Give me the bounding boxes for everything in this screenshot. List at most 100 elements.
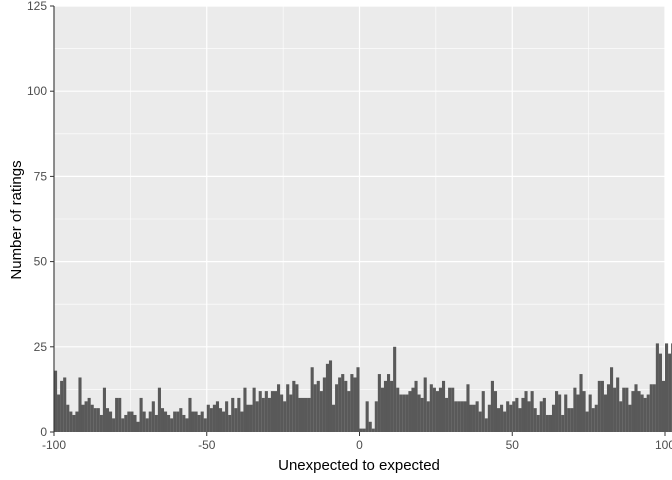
histogram-bar bbox=[307, 397, 311, 432]
x-tick-label: 100 bbox=[655, 438, 672, 452]
histogram-bar bbox=[478, 411, 482, 432]
histogram-bar bbox=[267, 397, 271, 432]
histogram-bar bbox=[139, 397, 143, 432]
histogram-bar bbox=[252, 387, 256, 432]
histogram-bar bbox=[130, 411, 134, 432]
histogram-bar bbox=[365, 401, 369, 432]
histogram-bar bbox=[665, 343, 669, 432]
histogram-bar bbox=[222, 411, 226, 432]
histogram-bar bbox=[555, 391, 559, 432]
x-axis-title: Unexpected to expected bbox=[278, 457, 440, 474]
histogram-bar bbox=[542, 397, 546, 432]
histogram-bar bbox=[655, 343, 659, 432]
histogram-bar bbox=[585, 411, 589, 432]
histogram-bar bbox=[490, 380, 494, 432]
histogram-bar bbox=[185, 418, 189, 432]
histogram-bar bbox=[414, 380, 418, 432]
histogram-bar bbox=[121, 418, 125, 432]
histogram-bar bbox=[280, 394, 284, 432]
histogram-bar bbox=[319, 391, 323, 432]
histogram-bar bbox=[383, 380, 388, 432]
histogram-bar bbox=[341, 374, 345, 432]
histogram-bar bbox=[606, 384, 611, 432]
histogram-bar bbox=[521, 397, 525, 432]
histogram-bar bbox=[173, 411, 177, 432]
histogram-bar bbox=[417, 394, 421, 432]
histogram-bar bbox=[142, 411, 146, 432]
histogram-bar bbox=[182, 414, 186, 432]
histogram-bar bbox=[243, 387, 247, 432]
histogram-bar bbox=[112, 418, 116, 432]
y-tick-label: 100 bbox=[27, 84, 47, 98]
histogram-bar bbox=[420, 397, 424, 432]
histogram-bar bbox=[246, 404, 250, 432]
histogram-bar bbox=[603, 394, 608, 432]
histogram-bar bbox=[423, 377, 427, 432]
histogram-bar bbox=[493, 391, 498, 432]
histogram-bar bbox=[206, 404, 210, 432]
histogram-bar bbox=[255, 401, 259, 432]
histogram-bar bbox=[69, 411, 73, 432]
histogram-bar bbox=[215, 401, 220, 432]
histogram-bar bbox=[338, 377, 342, 432]
histogram-bar bbox=[558, 394, 562, 432]
histogram-bar bbox=[441, 380, 446, 432]
histogram-bar bbox=[649, 384, 653, 432]
histogram-bar bbox=[469, 404, 473, 432]
histogram-bar bbox=[310, 367, 314, 432]
histogram-bar bbox=[539, 401, 543, 432]
histogram-bar bbox=[270, 391, 275, 432]
histogram-bar bbox=[234, 408, 238, 432]
histogram-bar bbox=[84, 401, 88, 432]
y-axis-title: Number of ratings bbox=[8, 160, 25, 279]
histogram-bar bbox=[536, 414, 540, 432]
histogram-bar bbox=[335, 384, 339, 432]
histogram-bar bbox=[637, 391, 641, 432]
histogram-bar bbox=[313, 384, 317, 432]
histogram-bar bbox=[561, 414, 565, 432]
histogram-bar bbox=[118, 397, 122, 432]
histogram-bar bbox=[237, 397, 241, 432]
x-tick-label: -50 bbox=[198, 438, 216, 452]
histogram-bar bbox=[634, 384, 638, 432]
y-axis-ticks: 0 25 50 75 100 125 bbox=[27, 0, 54, 439]
histogram-bar bbox=[668, 353, 672, 432]
histogram-bar bbox=[188, 397, 192, 432]
histogram-bar bbox=[283, 401, 287, 432]
histogram-bar bbox=[145, 418, 149, 432]
histogram-bar bbox=[295, 384, 299, 432]
histogram-bar bbox=[545, 414, 549, 432]
y-tick-label: 75 bbox=[34, 169, 48, 183]
histogram-bar bbox=[408, 391, 412, 432]
histogram-bar bbox=[435, 391, 439, 432]
histogram-bar bbox=[509, 404, 513, 432]
histogram-bar bbox=[466, 384, 470, 432]
histogram-bar bbox=[81, 404, 85, 432]
histogram-bar bbox=[484, 418, 488, 432]
histogram-bar bbox=[463, 401, 467, 432]
histogram-bar bbox=[377, 374, 381, 432]
histogram-bar bbox=[289, 394, 293, 432]
histogram-bar bbox=[170, 418, 174, 432]
histogram-bar bbox=[454, 401, 458, 432]
histogram-bar bbox=[564, 394, 568, 432]
histogram-bar bbox=[512, 401, 516, 432]
histogram-bar bbox=[240, 411, 244, 432]
histogram-bar bbox=[573, 387, 577, 432]
histogram-bar bbox=[610, 367, 614, 432]
histogram-bar bbox=[380, 387, 384, 432]
histogram-bar bbox=[301, 397, 305, 432]
histogram-bar bbox=[99, 414, 103, 432]
y-tick-label: 50 bbox=[34, 255, 48, 269]
histogram-bar bbox=[249, 404, 253, 432]
histogram-bar bbox=[127, 411, 131, 432]
histogram-bar bbox=[646, 394, 650, 432]
histogram-bar bbox=[591, 408, 595, 432]
histogram-bar bbox=[167, 414, 171, 432]
x-tick-label: 0 bbox=[356, 438, 363, 452]
histogram-bar bbox=[475, 401, 479, 432]
y-tick-label: 25 bbox=[34, 340, 48, 354]
histogram-bar bbox=[90, 404, 94, 432]
histogram-bar bbox=[304, 397, 308, 432]
histogram-bar bbox=[75, 411, 79, 432]
